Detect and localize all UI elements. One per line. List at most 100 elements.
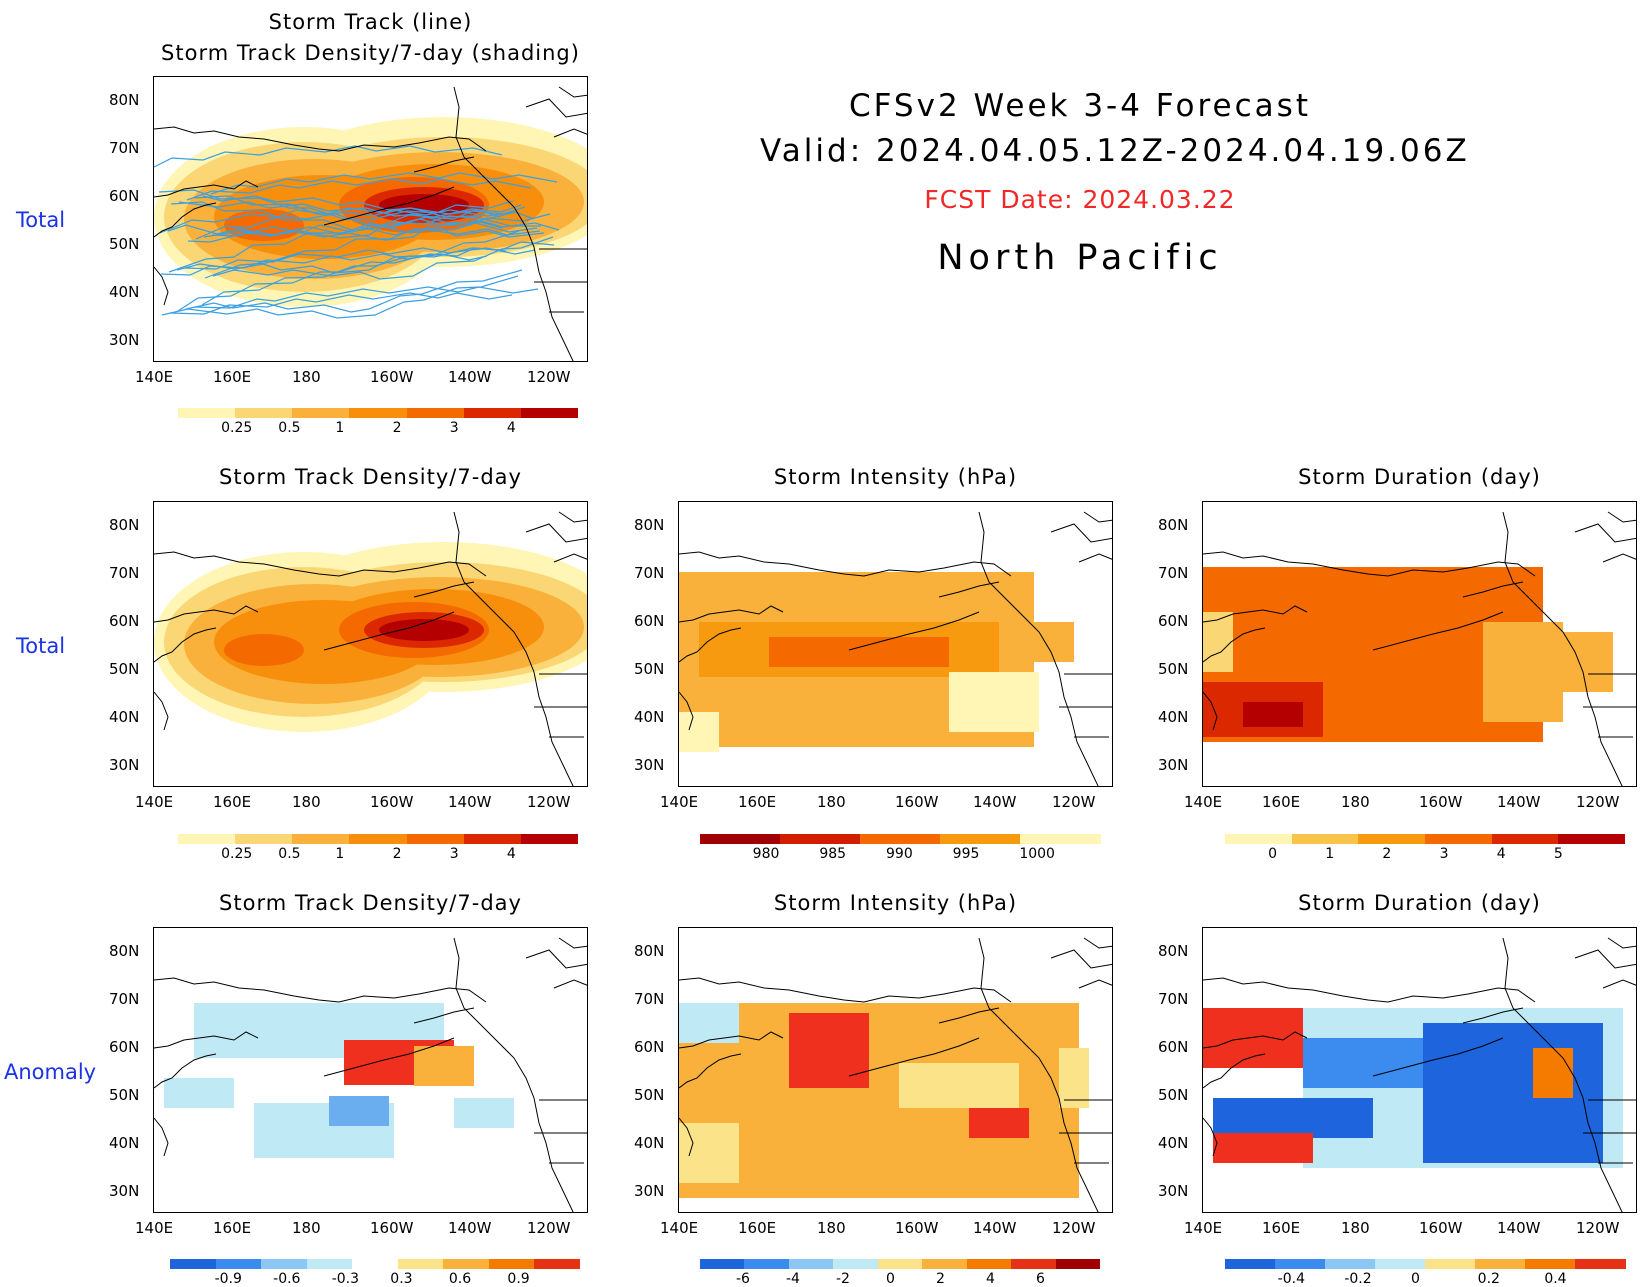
colorbar-swatch: [1475, 1259, 1526, 1269]
colorbar-tick-label: 985: [819, 846, 846, 862]
lon-label: 160E: [738, 793, 776, 811]
colorbar-swatch: [216, 1259, 262, 1269]
lat-label: 50N: [1158, 1086, 1188, 1104]
duration-anomaly-colorbar: -0.4 -0.2 0 0.2 0.4: [1225, 1259, 1625, 1269]
colorbar-swatch: [1425, 834, 1492, 844]
lon-label: 140E: [135, 368, 173, 386]
lon-label: 160W: [370, 368, 413, 386]
lon-label: 180: [1341, 1219, 1370, 1237]
lon-label: 160W: [895, 1219, 938, 1237]
lon-label: 160W: [370, 793, 413, 811]
colorbar-tick-label: 0.5: [278, 846, 300, 862]
lon-label: 120W: [1576, 793, 1619, 811]
duration-colorbar: 0 1 2 3 4 5: [1225, 834, 1625, 844]
colorbar-swatch: [922, 1259, 967, 1269]
colorbar-tick-label: -0.9: [215, 1271, 242, 1287]
colorbar-swatch: [833, 1259, 878, 1269]
colorbar-tick-label: 5: [1554, 846, 1563, 862]
colorbar-swatch: [464, 408, 522, 418]
lon-label: 140W: [973, 793, 1016, 811]
density-total-title: Storm Track Density/7-day: [153, 465, 588, 489]
colorbar-tick-label: 4: [507, 420, 516, 436]
duration-total-title: Storm Duration (day): [1202, 465, 1637, 489]
colorbar-swatch: [521, 834, 579, 844]
lon-label: 140W: [448, 793, 491, 811]
colorbar-tick-label: 1: [335, 846, 344, 862]
colorbar-swatch: [1325, 1259, 1376, 1269]
lat-label: 40N: [109, 1134, 139, 1152]
lon-label: 180: [817, 1219, 846, 1237]
colorbar-swatch: [1425, 1259, 1476, 1269]
top-panel-title-line2: Storm Track Density/7-day (shading): [153, 41, 588, 65]
colorbar-tick-label: 0.2: [1478, 1271, 1500, 1287]
lat-label: 30N: [1158, 756, 1188, 774]
lat-label: 60N: [1158, 1038, 1188, 1056]
lat-label: 60N: [109, 187, 139, 205]
colorbar-swatch: [534, 1259, 580, 1269]
colorbar-tick-label: 4: [1497, 846, 1506, 862]
colorbar-tick-label: 1: [335, 420, 344, 436]
lat-label: 50N: [109, 1086, 139, 1104]
lat-label: 70N: [634, 990, 664, 1008]
lon-label: 160E: [1262, 793, 1300, 811]
lat-label: 80N: [109, 942, 139, 960]
lat-label: 60N: [634, 612, 664, 630]
colorbar-swatch: [235, 834, 293, 844]
lon-label: 160W: [1419, 1219, 1462, 1237]
lon-label: 140W: [973, 1219, 1016, 1237]
density-anomaly-colorbar: -0.9 -0.6 -0.3 0.3 0.6 0.9: [170, 1259, 580, 1269]
intensity-anomaly-map: [678, 927, 1113, 1213]
lat-label: 70N: [109, 990, 139, 1008]
lat-label: 40N: [109, 708, 139, 726]
lat-label: 60N: [109, 1038, 139, 1056]
colorbar-tick-label: 0: [1268, 846, 1277, 862]
colorbar-tick-label: -0.6: [273, 1271, 300, 1287]
colorbar-swatch: [700, 834, 781, 844]
colorbar-tick-label: 2: [393, 846, 402, 862]
colorbar-swatch: [860, 834, 941, 844]
colorbar-swatch: [700, 1259, 745, 1269]
colorbar-tick-label: 0.4: [1544, 1271, 1566, 1287]
lat-label: 50N: [1158, 660, 1188, 678]
colorbar-swatch: [1225, 1259, 1276, 1269]
lon-label: 140E: [1184, 793, 1222, 811]
colorbar-tick-label: 3: [450, 846, 459, 862]
lon-label: 120W: [527, 1219, 570, 1237]
colorbar-tick-label: 2: [936, 1271, 945, 1287]
row-label-total: Total: [16, 634, 65, 658]
row-label-total-top: Total: [16, 208, 65, 232]
density-colorbar-top: 0.25 0.5 1 2 3 4: [178, 408, 578, 418]
colorbar-swatch: [1375, 1259, 1426, 1269]
valid-period: Valid: 2024.04.05.12Z-2024.04.19.06Z: [760, 133, 1400, 169]
colorbar-swatch: [464, 834, 522, 844]
storm-track-map: [153, 76, 588, 362]
colorbar-tick-label: -0.2: [1344, 1271, 1371, 1287]
lat-label: 70N: [1158, 564, 1188, 582]
lon-label: 180: [817, 793, 846, 811]
lat-label: 80N: [109, 516, 139, 534]
lon-label: 120W: [1052, 793, 1095, 811]
lat-label: 50N: [634, 660, 664, 678]
lon-label: 180: [292, 1219, 321, 1237]
lat-label: 70N: [109, 564, 139, 582]
row-label-anomaly: Anomaly: [4, 1060, 96, 1084]
colorbar-tick-label: 3: [450, 420, 459, 436]
colorbar-tick-label: 6: [1036, 1271, 1045, 1287]
lat-label: 60N: [634, 1038, 664, 1056]
colorbar-tick-label: 0.9: [507, 1271, 529, 1287]
lat-label: 80N: [1158, 942, 1188, 960]
lat-label: 30N: [109, 1182, 139, 1200]
intensity-anomaly-title: Storm Intensity (hPa): [678, 891, 1113, 915]
colorbar-swatch: [349, 834, 407, 844]
lat-label: 40N: [1158, 708, 1188, 726]
colorbar-swatch: [744, 1259, 789, 1269]
colorbar-swatch: [489, 1259, 535, 1269]
lon-label: 180: [292, 793, 321, 811]
lat-label: 60N: [109, 612, 139, 630]
colorbar-swatch: [940, 834, 1021, 844]
colorbar-tick-label: -2: [836, 1271, 850, 1287]
colorbar-tick-label: 0.25: [221, 846, 252, 862]
density-colorbar: 0.25 0.5 1 2 3 4: [178, 834, 578, 844]
colorbar-swatch: [292, 834, 350, 844]
colorbar-swatch: [1011, 1259, 1056, 1269]
